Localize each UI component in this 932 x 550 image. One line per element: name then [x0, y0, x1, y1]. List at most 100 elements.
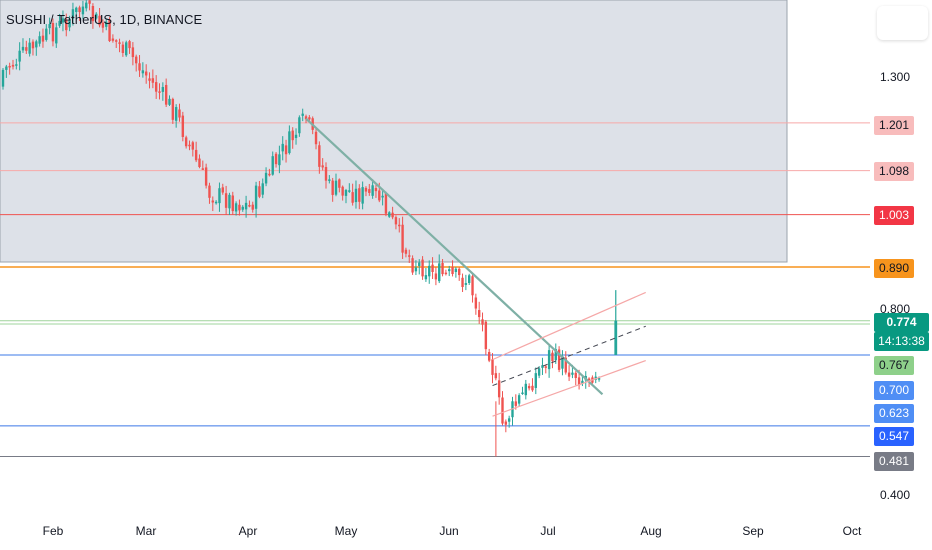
- candle-body: [288, 131, 291, 154]
- candle-body: [298, 117, 301, 134]
- candle-body: [537, 368, 541, 376]
- candle-body: [458, 268, 461, 276]
- candle-body: [258, 186, 261, 197]
- candle-body: [321, 165, 324, 168]
- candle-body: [521, 392, 524, 395]
- highlight-rectangle[interactable]: [0, 0, 788, 263]
- candle-body: [151, 78, 155, 83]
- candle-body: [371, 185, 374, 196]
- time-label-jun: Jun: [439, 524, 459, 538]
- candle-body: [554, 349, 557, 361]
- candle-body: [291, 130, 294, 141]
- candle-body: [168, 98, 171, 105]
- candle-body: [231, 195, 234, 212]
- candle-body: [234, 203, 238, 212]
- candle-body: [81, 6, 85, 15]
- candle-body: [188, 144, 191, 147]
- bar-countdown-label: 14:13:38: [874, 332, 929, 351]
- candle-body: [308, 117, 311, 120]
- candle-body: [251, 204, 254, 210]
- candle-body: [468, 275, 471, 283]
- candle-body: [98, 15, 101, 26]
- candle-body: [461, 277, 464, 288]
- candle-body: [391, 212, 394, 218]
- price-tick-1300: 1.300: [880, 70, 911, 84]
- candle-body: [504, 421, 508, 425]
- candle-body: [444, 272, 448, 275]
- candle-body: [424, 275, 428, 280]
- candle-body: [51, 23, 55, 42]
- descending-trendline[interactable]: [305, 117, 604, 396]
- candles: [1, 0, 618, 457]
- candle-body: [138, 63, 141, 71]
- candle-body: [5, 66, 8, 70]
- candle-body: [278, 154, 281, 166]
- price-tick-0800: 0.800: [880, 302, 911, 316]
- candle-body: [174, 107, 178, 121]
- candle-body: [274, 153, 278, 165]
- candle-body: [398, 224, 401, 227]
- candle-body: [344, 190, 348, 196]
- candle-body: [1, 69, 5, 87]
- candle-body: [544, 366, 547, 368]
- candle-body: [158, 91, 161, 93]
- candle-body: [587, 378, 591, 381]
- candle-body: [38, 36, 41, 44]
- price-label-1098: 1.098: [874, 162, 914, 181]
- candle-body: [184, 137, 188, 147]
- candle-body: [148, 78, 151, 81]
- candle-body: [421, 259, 424, 277]
- candle-body: [18, 50, 21, 62]
- candle-body: [75, 7, 78, 12]
- channel-lower-line[interactable]: [492, 359, 646, 417]
- time-label-aug: Aug: [640, 524, 662, 538]
- candle-body: [527, 386, 531, 389]
- price-tick-0400: 0.400: [880, 488, 911, 502]
- candle-body: [474, 297, 478, 309]
- candle-body: [524, 383, 528, 396]
- last-candle-body: [614, 320, 618, 355]
- candle-body: [574, 372, 577, 378]
- candle-body: [338, 179, 341, 188]
- candle-body: [254, 185, 258, 209]
- candle-body: [125, 42, 128, 56]
- candle-body: [45, 28, 48, 40]
- candle-body: [88, 0, 91, 4]
- candle-body: [557, 349, 561, 370]
- last-price-label: 0.774: [874, 313, 929, 332]
- candle-body: [181, 115, 185, 137]
- candle-body: [95, 13, 98, 19]
- candle-body: [141, 70, 145, 74]
- channel-midline[interactable]: [492, 325, 646, 387]
- candle-body: [15, 64, 18, 66]
- price-label-0700: 0.700: [874, 381, 914, 400]
- candle-body: [161, 87, 165, 92]
- candle-body: [48, 24, 51, 29]
- candle-body: [31, 41, 35, 49]
- candle-body: [35, 41, 38, 48]
- chart-widget-box[interactable]: [877, 6, 928, 40]
- candle-body: [204, 167, 208, 186]
- candle-body: [41, 35, 45, 42]
- candle-body: [61, 18, 65, 23]
- candle-body: [418, 262, 421, 267]
- candle-body: [577, 377, 581, 386]
- candle-body: [541, 365, 544, 368]
- candle-body: [491, 359, 494, 375]
- time-label-jul: Jul: [540, 524, 556, 538]
- candle-body: [68, 19, 71, 28]
- candle-body: [301, 113, 304, 116]
- candle-body: [264, 172, 268, 184]
- candle-body: [224, 193, 228, 208]
- price-label-0547: 0.547: [874, 427, 914, 446]
- candle-body: [351, 192, 354, 203]
- candle-body: [58, 20, 61, 26]
- channel-upper-line[interactable]: [492, 291, 646, 361]
- candle-body: [494, 373, 498, 379]
- price-label-1003: 1.003: [874, 206, 914, 225]
- candle-body: [194, 149, 198, 161]
- time-label-apr: Apr: [238, 524, 258, 538]
- candle-body: [91, 6, 95, 22]
